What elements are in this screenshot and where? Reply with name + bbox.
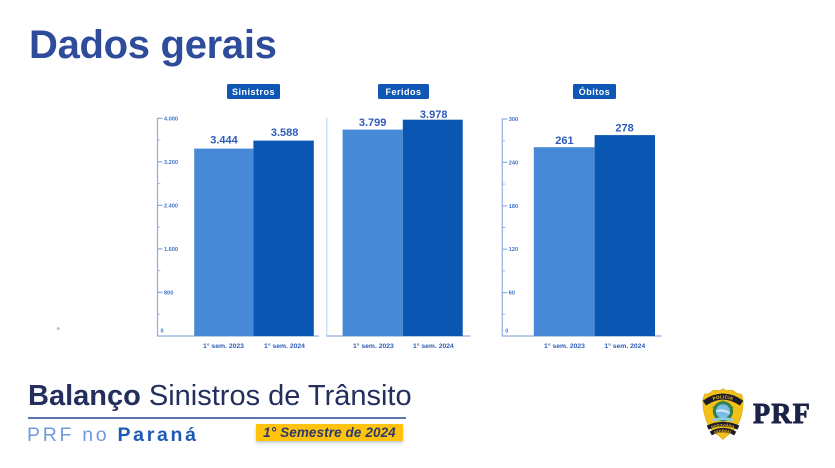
svg-text:3.799: 3.799	[359, 117, 387, 129]
svg-text:RODOVIÁRIA: RODOVIÁRIA	[711, 423, 736, 430]
svg-text:1° sem. 2024: 1° sem. 2024	[413, 342, 454, 350]
svg-text:278: 278	[615, 123, 633, 135]
svg-text:60: 60	[509, 291, 515, 297]
svg-text:120: 120	[509, 247, 518, 253]
svg-text:240: 240	[509, 160, 518, 166]
svg-text:1° sem. 2024: 1° sem. 2024	[604, 342, 645, 350]
svg-text:1° sem. 2023: 1° sem. 2023	[353, 342, 394, 350]
svg-text:300: 300	[509, 117, 518, 123]
svg-text:1.600: 1.600	[164, 247, 178, 253]
svg-text:2.400: 2.400	[164, 203, 178, 209]
svg-text:3.978: 3.978	[420, 109, 448, 121]
svg-text:POLICIA: POLICIA	[712, 394, 735, 401]
svg-text:1° sem. 2024: 1° sem. 2024	[264, 342, 305, 350]
svg-text:261: 261	[555, 135, 573, 147]
svg-text:0: 0	[161, 329, 164, 335]
svg-text:4.000: 4.000	[164, 116, 178, 122]
svg-text:0: 0	[505, 329, 508, 335]
svg-text:3.200: 3.200	[164, 160, 178, 166]
svg-text:1° sem. 2023: 1° sem. 2023	[203, 342, 244, 350]
svg-text:FEDERAL: FEDERAL	[714, 429, 733, 435]
svg-text:3.444: 3.444	[210, 135, 238, 147]
svg-text:800: 800	[164, 290, 173, 296]
svg-text:3.588: 3.588	[271, 127, 299, 139]
svg-text:180: 180	[509, 204, 518, 210]
svg-text:1° sem. 2023: 1° sem. 2023	[544, 342, 585, 350]
